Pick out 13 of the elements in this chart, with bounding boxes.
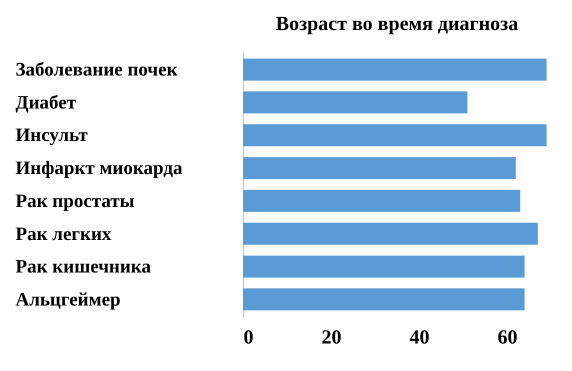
y-tick-label: Инфаркт миокарда: [16, 158, 183, 180]
x-tick-label: 60: [498, 326, 518, 348]
y-tick-label: Диабет: [16, 92, 77, 114]
x-tick-label: 40: [410, 326, 430, 348]
y-tick-label: Рак простаты: [16, 190, 135, 212]
y-tick-label: Заболевание почек: [16, 60, 178, 81]
chart-title: Возраст во время диагноза: [276, 13, 518, 35]
y-tick-label: Альцгеймер: [16, 289, 121, 310]
y-tick-label: Рак легких: [16, 224, 112, 245]
x-tick-label: 0: [244, 326, 254, 348]
y-tick-label: Инсульт: [16, 125, 88, 146]
x-tick-label: 20: [322, 326, 342, 348]
y-tick-label: Рак кишечника: [16, 256, 152, 278]
